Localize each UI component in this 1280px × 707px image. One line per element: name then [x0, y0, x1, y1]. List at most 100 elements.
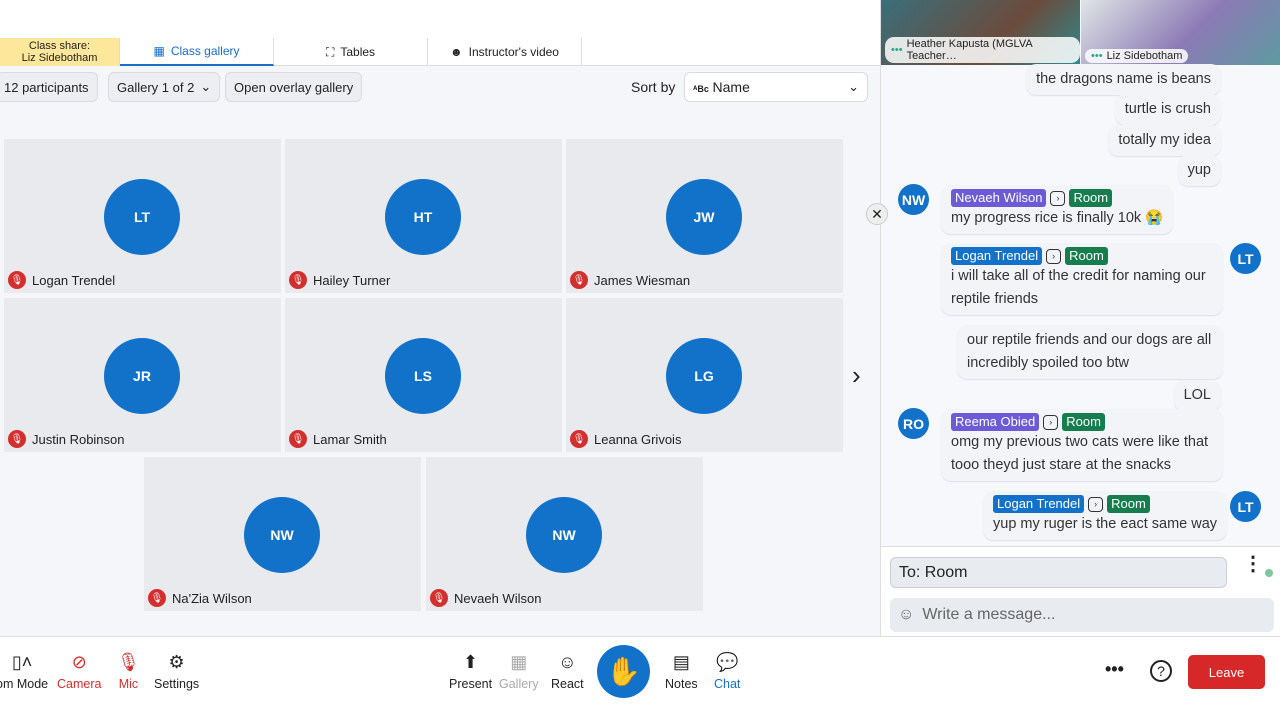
alphabet-icon: ᴬBc [693, 84, 709, 94]
composer: To: Room ⋮ ☺ Write a message... [881, 546, 1280, 636]
more-icon[interactable]: ••• [1105, 659, 1124, 679]
chat-message: LOL [1173, 380, 1221, 411]
tab-label: Tables [340, 45, 376, 59]
participant-name: Nevaeh Wilson [454, 590, 542, 606]
sender-name: Logan Trendel [993, 495, 1085, 513]
gallery-page-dropdown[interactable]: Gallery 1 of 2 ⌄ [108, 72, 221, 102]
avatar: LS [385, 338, 461, 414]
recipient-selector[interactable]: To: Room [890, 557, 1227, 588]
bottom-toolbar: ▯˄ om Mode ⊘ Camera 🎙 Mic ⚙ Settings ⬆ Presen… [0, 636, 1280, 707]
tab-label: Class gallery [170, 44, 240, 58]
present-button[interactable]: ⬆ Present [449, 651, 492, 691]
chat-message: the dragons name is beans [1026, 64, 1221, 95]
hand-icon: ✋ [606, 656, 641, 687]
room-mode-button[interactable]: ▯˄ om Mode [0, 651, 48, 691]
sender-avatar: LT [1230, 243, 1261, 274]
participants-label: 12 participants [4, 79, 89, 95]
gallery-label: Gallery 1 of 2 [117, 79, 195, 95]
participant-tile[interactable]: LS 🎙 Lamar Smith [285, 298, 562, 452]
chat-message: Logan Trendel › Room yup my ruger is the ea… [983, 491, 1228, 540]
mic-button[interactable]: 🎙 Mic [117, 651, 140, 691]
mic-off-icon: 🎙 [430, 589, 448, 607]
avatar: NW [244, 497, 320, 573]
mic-off-icon: 🎙 [570, 271, 588, 289]
button-label: Notes [665, 677, 698, 691]
leave-button[interactable]: Leave [1188, 655, 1265, 689]
close-chat-icon[interactable]: ✕ [866, 203, 888, 225]
recipient-badge: Room [1062, 413, 1105, 431]
recipient-badge: Room [1069, 189, 1113, 207]
button-label: Chat [714, 677, 741, 691]
emoji-icon[interactable]: ☺ [898, 606, 915, 623]
chat-message: Reema Obied › Room omg my previous two cats… [941, 409, 1223, 481]
status-dot-icon [1265, 569, 1273, 577]
sender-avatar: LT [1230, 491, 1261, 522]
chat-message: Nevaeh Wilson › Room my progress rice is fi… [941, 185, 1174, 234]
gallery-button[interactable]: ▦ Gallery [499, 651, 539, 691]
mic-off-icon: 🎙 [289, 271, 307, 289]
tab-tables[interactable]: ⛶ Tables [274, 38, 428, 66]
mic-off-icon: 🎙 [148, 589, 166, 607]
avatar: JR [104, 338, 180, 414]
settings-button[interactable]: ⚙ Settings [154, 651, 199, 691]
chevron-down-icon: ⌄ [848, 79, 859, 94]
message-placeholder: Write a message... [922, 606, 1056, 623]
react-button[interactable]: ☺ React [551, 651, 584, 691]
message-text: omg my previous two cats were like that … [951, 434, 1209, 473]
share-name: Liz Sidebotham [21, 52, 98, 64]
participant-name: Leanna Grivois [594, 431, 682, 447]
arrow-right-icon: › [1050, 190, 1066, 206]
sort-dropdown[interactable]: ᴬBc Name ⌄ [684, 72, 868, 102]
sender-name: Nevaeh Wilson [951, 189, 1047, 207]
face-icon: ☻ [450, 45, 463, 59]
participant-tile[interactable]: JR 🎙 Justin Robinson [4, 298, 281, 452]
sender-name: Logan Trendel [951, 247, 1043, 265]
participant-tile[interactable]: LT 🎙 Logan Trendel [4, 139, 281, 293]
participant-tile[interactable]: JW 🎙 James Wiesman [566, 139, 843, 293]
sort-value: Name [712, 79, 750, 95]
next-page-chevron-icon[interactable]: › [852, 360, 861, 390]
button-label: Camera [57, 677, 102, 691]
button-label: Gallery [499, 677, 539, 691]
mic-off-icon: 🎙 [8, 271, 26, 289]
participant-tile[interactable]: LG 🎙 Leanna Grivois [566, 298, 843, 452]
participants-button[interactable]: 12 participants [0, 72, 98, 102]
button-label: React [551, 677, 584, 691]
help-icon[interactable]: ? [1150, 660, 1172, 682]
video-feed[interactable]: ••• Heather Kapusta (MGLVA Teacher… [881, 0, 1080, 65]
view-tabs: Class share: Liz Sidebotham ▦ Class galler… [0, 38, 880, 66]
open-overlay-gallery-button[interactable]: Open overlay gallery [225, 72, 363, 102]
message-input[interactable]: ☺ Write a message... [890, 598, 1274, 632]
camera-button[interactable]: ⊘ Camera [57, 651, 101, 691]
chat-panel: ••• Heather Kapusta (MGLVA Teacher… ••• Li… [880, 0, 1280, 636]
avatar: LT [104, 179, 180, 255]
more-options-icon[interactable]: ⋮ [1243, 553, 1263, 575]
participant-name: Logan Trendel [32, 272, 116, 288]
tab-class-share[interactable]: Class share: Liz Sidebotham [0, 38, 120, 66]
recipient-badge: Room [1065, 247, 1108, 265]
participant-tile[interactable]: HT 🎙 Hailey Turner [285, 139, 562, 293]
tab-class-gallery[interactable]: ▦ Class gallery [120, 38, 274, 66]
avatar: JW [666, 179, 742, 255]
notes-button[interactable]: ▤ Notes [665, 651, 698, 691]
chat-message: yup [1177, 155, 1221, 186]
overlay-label: Open overlay gallery [234, 79, 354, 95]
video-feed[interactable]: ••• Liz Sidebotham [1081, 0, 1280, 65]
message-text: yup my ruger is the eact same way [993, 516, 1218, 532]
sort-by-label: Sort by [631, 79, 676, 95]
participant-tile[interactable]: NW 🎙 Na'Zia Wilson [144, 457, 421, 611]
chat-button[interactable]: 💬 Chat [714, 651, 740, 691]
video-name: Liz Sidebotham [1106, 50, 1183, 62]
mic-off-icon: 🎙 [289, 430, 307, 448]
message-text: my progress rice is finally 10k 😭 [951, 210, 1164, 226]
grid-icon: ▦ [510, 652, 528, 672]
participant-tile[interactable]: NW 🎙 Nevaeh Wilson [426, 457, 703, 611]
arrow-right-icon: › [1088, 496, 1104, 512]
chat-message: our reptile friends and our dogs are all… [957, 325, 1223, 379]
chat-icon: 💬 [715, 652, 739, 672]
raise-hand-button[interactable]: ✋ [597, 645, 650, 698]
mic-off-icon: 🎙 [8, 430, 26, 448]
tab-instructor-video[interactable]: ☻ Instructor's video [428, 38, 582, 66]
sender-avatar: NW [898, 184, 929, 215]
chat-message: totally my idea [1108, 125, 1221, 156]
